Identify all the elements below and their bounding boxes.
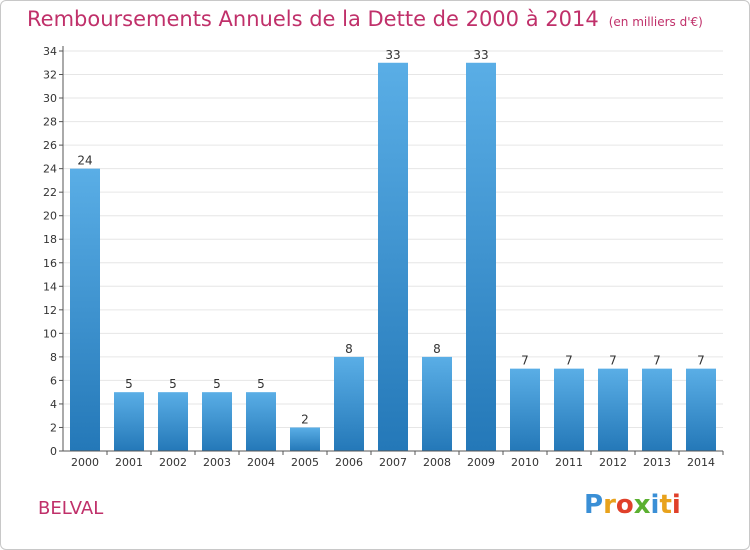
- bars: 24 5 5 5 5 2 8 33 8 33 7 7 7 7 7: [70, 48, 716, 451]
- y-tick-label: 34: [43, 45, 57, 58]
- logo-letter: t: [659, 490, 672, 520]
- bar: [290, 427, 320, 451]
- y-tick-label: 20: [43, 210, 57, 223]
- bar: [158, 392, 188, 451]
- bar: [246, 392, 276, 451]
- bar: [554, 368, 584, 451]
- x-tick-label: 2000: [71, 456, 99, 469]
- y-tick-label: 8: [50, 351, 57, 364]
- x-tick-label: 2012: [599, 456, 627, 469]
- x-tick-label: 2004: [247, 456, 275, 469]
- logo-letter: i: [671, 490, 681, 520]
- proxiti-logo[interactable]: Proxiti: [584, 490, 681, 520]
- logo-letter: i: [650, 490, 660, 520]
- data-label: 33: [473, 48, 488, 62]
- y-tick-label: 12: [43, 304, 57, 317]
- logo-letter: x: [633, 490, 651, 520]
- y-tick-label: 16: [43, 257, 57, 270]
- y-tick-label: 24: [43, 163, 57, 176]
- y-tick-label: 10: [43, 327, 57, 340]
- data-label: 7: [521, 354, 529, 368]
- y-tick-label: 26: [43, 139, 57, 152]
- bar: [598, 368, 628, 451]
- y-tick-label: 30: [43, 92, 57, 105]
- y-tick-label: 0: [50, 445, 57, 458]
- y-tick-label: 32: [43, 69, 57, 82]
- y-tick-label: 6: [50, 374, 57, 387]
- chart-title-text: Remboursements Annuels de la Dette de 20…: [27, 7, 599, 31]
- chart-title: Remboursements Annuels de la Dette de 20…: [27, 7, 703, 31]
- data-label: 7: [697, 354, 705, 368]
- data-label: 8: [433, 342, 441, 356]
- x-tick-label: 2013: [643, 456, 671, 469]
- data-label: 7: [653, 354, 661, 368]
- data-label: 7: [609, 354, 617, 368]
- data-label: 5: [125, 377, 133, 391]
- data-label: 5: [257, 377, 265, 391]
- data-label: 24: [77, 154, 92, 168]
- data-label: 5: [169, 377, 177, 391]
- logo-letter: P: [584, 490, 604, 520]
- chart-subtitle: (en milliers d'€): [608, 15, 703, 29]
- x-tick-label: 2003: [203, 456, 231, 469]
- data-label: 8: [345, 342, 353, 356]
- bar: [422, 356, 452, 451]
- bar: [510, 368, 540, 451]
- x-tick-label: 2007: [379, 456, 407, 469]
- bar: [70, 168, 100, 451]
- x-tick-label: 2008: [423, 456, 451, 469]
- x-tick-label: 2009: [467, 456, 495, 469]
- x-tick-label: 2006: [335, 456, 363, 469]
- bar: [114, 392, 144, 451]
- bar: [378, 62, 408, 451]
- y-tick-label: 28: [43, 116, 57, 129]
- data-label: 33: [385, 48, 400, 62]
- town-name: BELVAL: [38, 498, 104, 519]
- bar: [202, 392, 232, 451]
- data-label: 2: [301, 412, 309, 426]
- bar: [334, 356, 364, 451]
- bar: [642, 368, 672, 451]
- data-label: 7: [565, 354, 573, 368]
- y-tick-label: 4: [50, 398, 57, 411]
- y-tick-label: 18: [43, 233, 57, 246]
- logo-letter: o: [615, 490, 634, 520]
- x-tick-label: 2010: [511, 456, 539, 469]
- bar: [466, 62, 496, 451]
- data-label: 5: [213, 377, 221, 391]
- x-tick-label: 2002: [159, 456, 187, 469]
- y-tick-label: 2: [50, 421, 57, 434]
- x-tick-label: 2001: [115, 456, 143, 469]
- y-tick-label: 14: [43, 280, 57, 293]
- x-tick-label: 2014: [687, 456, 715, 469]
- bar: [686, 368, 716, 451]
- y-tick-label: 22: [43, 186, 57, 199]
- x-tick-label: 2011: [555, 456, 583, 469]
- logo-letter: r: [603, 490, 616, 520]
- x-tick-label: 2005: [291, 456, 319, 469]
